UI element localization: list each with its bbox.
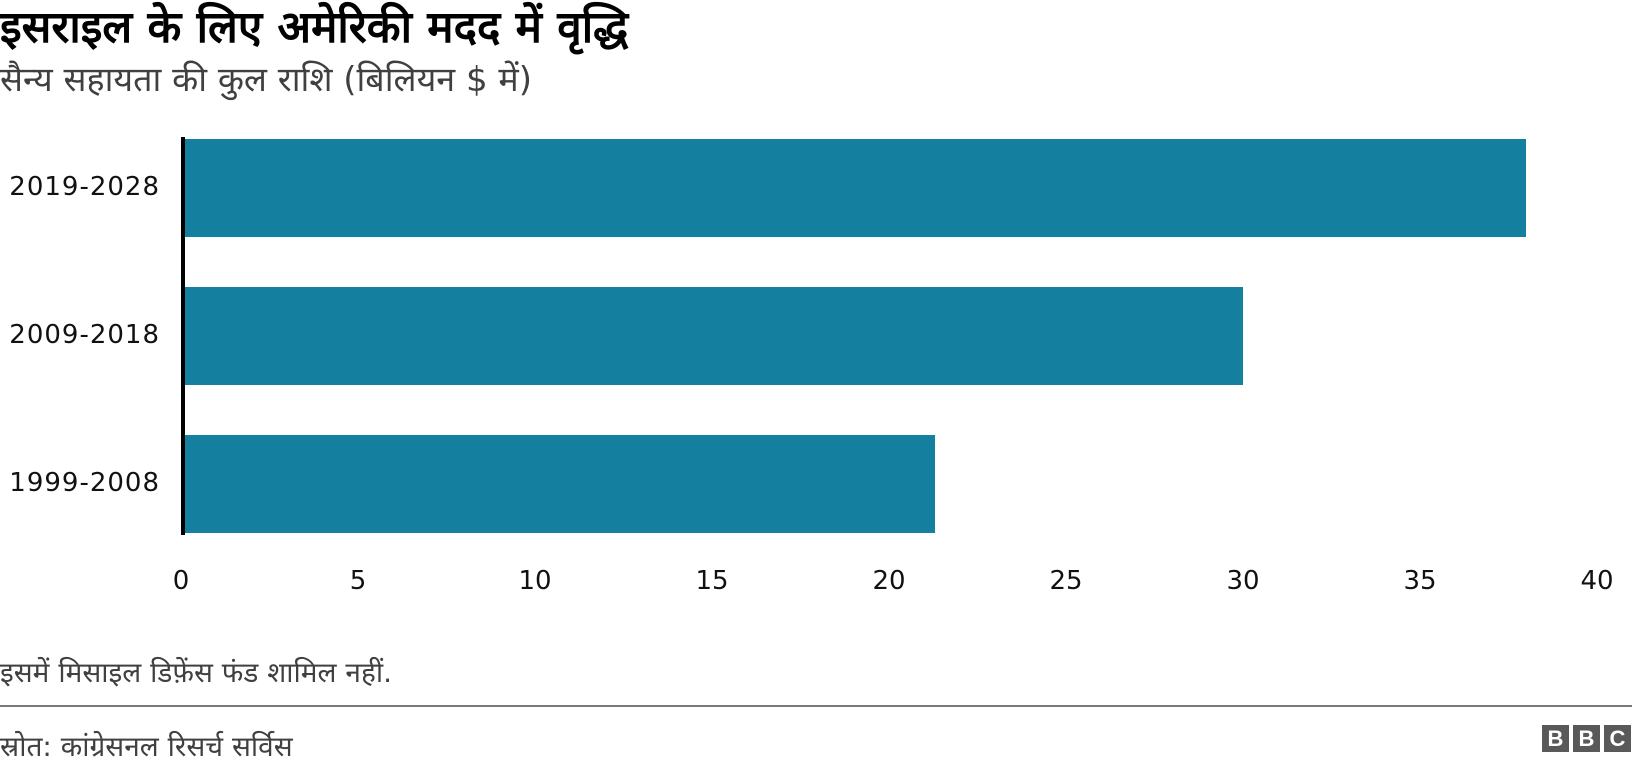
x-tick-label: 25 — [1049, 566, 1083, 596]
plot-area — [181, 137, 1597, 535]
footer-divider — [0, 705, 1632, 707]
source-credit: स्रोत: कांग्रेसनल रिसर्च सर्विस — [0, 730, 293, 763]
logo-block: B — [1573, 725, 1600, 752]
chart-subtitle: सैन्य सहायता की कुल राशि (बिलियन $ में) — [0, 60, 533, 100]
x-tick-label: 35 — [1403, 566, 1437, 596]
x-tick-label: 15 — [695, 566, 729, 596]
bar — [184, 139, 1527, 237]
category-label: 1999-2008 — [9, 468, 160, 498]
x-tick-label: 40 — [1580, 566, 1614, 596]
x-tick-label: 0 — [172, 566, 190, 596]
bbc-logo: B B C — [1542, 725, 1631, 752]
bar — [184, 287, 1243, 385]
x-tick-label: 5 — [349, 566, 367, 596]
x-tick-label: 20 — [872, 566, 906, 596]
bar — [184, 435, 936, 533]
x-tick-label: 30 — [1226, 566, 1260, 596]
logo-block: C — [1604, 725, 1631, 752]
x-tick-label: 10 — [518, 566, 552, 596]
logo-block: B — [1542, 725, 1569, 752]
y-axis-line — [181, 137, 185, 535]
category-label: 2009-2018 — [9, 320, 160, 350]
footnote: इसमें मिसाइल डिफ़ेंस फंड शामिल नहीं. — [0, 656, 392, 689]
category-label: 2019-2028 — [9, 172, 160, 202]
chart-title: इसराइल के लिए अमेरिकी मदद में वृद्धि — [0, 2, 629, 53]
